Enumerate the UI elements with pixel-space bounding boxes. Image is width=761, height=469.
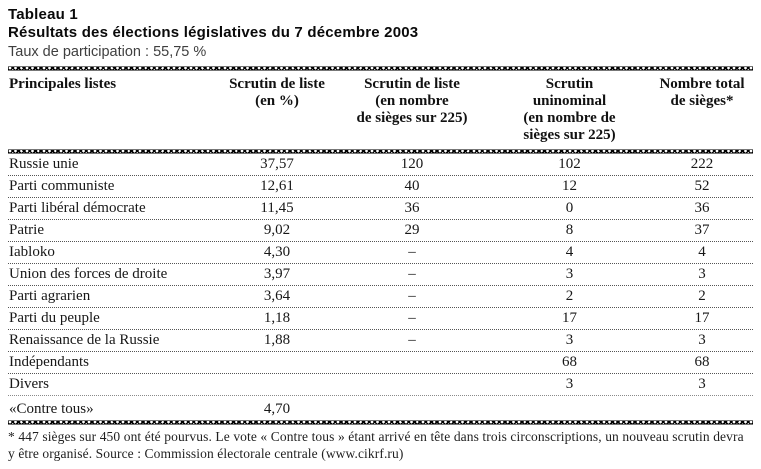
party-name: Renaissance de la Russie xyxy=(9,332,160,348)
list-seats-value: – xyxy=(408,266,416,282)
party-name: «Contre tous» xyxy=(9,401,94,417)
party-name: Parti communiste xyxy=(9,178,115,194)
uninominal-seats-value: 102 xyxy=(558,156,581,172)
column-header-scrutin-liste-pct: Scrutin de liste (en %) xyxy=(229,76,325,109)
table-header-row: Principales listes Scrutin de liste (en … xyxy=(8,71,753,149)
total-seats-value: 3 xyxy=(698,376,706,392)
table-row: Russie unie 37,57 120 102 222 xyxy=(8,154,753,175)
total-seats-value: 222 xyxy=(690,156,714,172)
table-number-label: Tableau 1 xyxy=(8,6,78,23)
party-name: Parti libéral démocrate xyxy=(9,200,146,216)
table-row: Indépendants 68 68 xyxy=(8,351,753,373)
uninominal-seats-value: 8 xyxy=(565,222,574,238)
total-seats-value: 68 xyxy=(694,354,710,370)
table-row: Iabloko 4,30 – 4 4 xyxy=(8,241,753,263)
total-seats-value: 3 xyxy=(698,266,706,282)
list-seats-value: – xyxy=(408,288,416,304)
pct-value: 4,30 xyxy=(263,244,291,260)
uninominal-seats-value: 3 xyxy=(565,332,574,348)
pct-value: 37,57 xyxy=(260,156,294,172)
party-name: Divers xyxy=(9,376,49,392)
list-seats-value: – xyxy=(408,310,416,326)
total-seats-value: 2 xyxy=(698,288,706,304)
page-title: Résultats des élections législatives du … xyxy=(8,24,419,41)
table-row: Divers 3 3 xyxy=(8,373,753,395)
list-seats-value: – xyxy=(408,332,416,348)
table-row: «Contre tous» 4,70 xyxy=(8,395,753,420)
party-name: Parti agrarien xyxy=(9,288,91,304)
footnote: * 447 sièges sur 450 ont été pourvus. Le… xyxy=(8,429,744,461)
pct-value: 11,45 xyxy=(260,200,294,216)
uninominal-seats-value: 4 xyxy=(565,244,574,260)
uninominal-seats-value: 0 xyxy=(565,200,574,216)
total-seats-value: 52 xyxy=(694,178,710,194)
pct-value: 3,97 xyxy=(263,266,291,282)
column-header-scrutin-uninominal: Scrutin uninominal (en nombre de sièges … xyxy=(523,76,616,143)
list-seats-value: – xyxy=(408,244,416,260)
document-header: Tableau 1 Résultats des élections législ… xyxy=(8,6,753,63)
header-divider xyxy=(8,149,753,154)
table-row: Union des forces de droite 3,97 – 3 3 xyxy=(8,263,753,285)
uninominal-seats-value: 12 xyxy=(562,178,577,194)
list-seats-value: 29 xyxy=(404,222,420,238)
party-name: Iabloko xyxy=(9,244,55,260)
table-row: Patrie 9,02 29 8 37 xyxy=(8,219,753,241)
uninominal-seats-value: 3 xyxy=(565,376,574,392)
total-seats-value: 3 xyxy=(698,332,706,348)
participation-rate: Taux de participation : 55,75 % xyxy=(8,44,207,60)
pct-value: 3,64 xyxy=(263,288,291,304)
bottom-divider xyxy=(8,420,753,425)
list-seats-value: 40 xyxy=(404,178,420,194)
total-seats-value: 17 xyxy=(694,310,710,326)
table-row: Renaissance de la Russie 1,88 – 3 3 xyxy=(8,329,753,351)
party-name: Union des forces de droite xyxy=(9,266,168,282)
column-header-principales-listes: Principales listes xyxy=(9,76,117,92)
top-divider xyxy=(8,66,753,71)
uninominal-seats-value: 17 xyxy=(562,310,577,326)
table-row: Parti du peuple 1,18 – 17 17 xyxy=(8,307,753,329)
table-row: Parti agrarien 3,64 – 2 2 xyxy=(8,285,753,307)
total-seats-value: 37 xyxy=(694,222,710,238)
party-name: Russie unie xyxy=(9,156,79,172)
uninominal-seats-value: 68 xyxy=(562,354,577,370)
party-name: Indépendants xyxy=(9,354,89,370)
list-seats-value: 36 xyxy=(404,200,420,216)
total-seats-value: 4 xyxy=(698,244,706,260)
party-name: Patrie xyxy=(9,222,44,238)
uninominal-seats-value: 2 xyxy=(565,288,574,304)
column-header-scrutin-liste-sieges: Scrutin de liste (en nombre de sièges su… xyxy=(356,76,468,126)
pct-value: 9,02 xyxy=(263,222,291,238)
party-name: Parti du peuple xyxy=(9,310,100,326)
list-seats-value: 120 xyxy=(400,156,424,172)
table-row: Parti libéral démocrate 11,45 36 0 36 xyxy=(8,197,753,219)
pct-value: 4,70 xyxy=(263,401,291,417)
total-seats-value: 36 xyxy=(694,200,710,216)
pct-value: 1,88 xyxy=(263,332,291,348)
pct-value: 1,18 xyxy=(263,310,291,326)
table-row: Parti communiste 12,61 40 12 52 xyxy=(8,175,753,197)
pct-value: 12,61 xyxy=(260,178,294,194)
column-header-nombre-total: Nombre total de sièges* xyxy=(659,76,745,109)
uninominal-seats-value: 3 xyxy=(565,266,574,282)
